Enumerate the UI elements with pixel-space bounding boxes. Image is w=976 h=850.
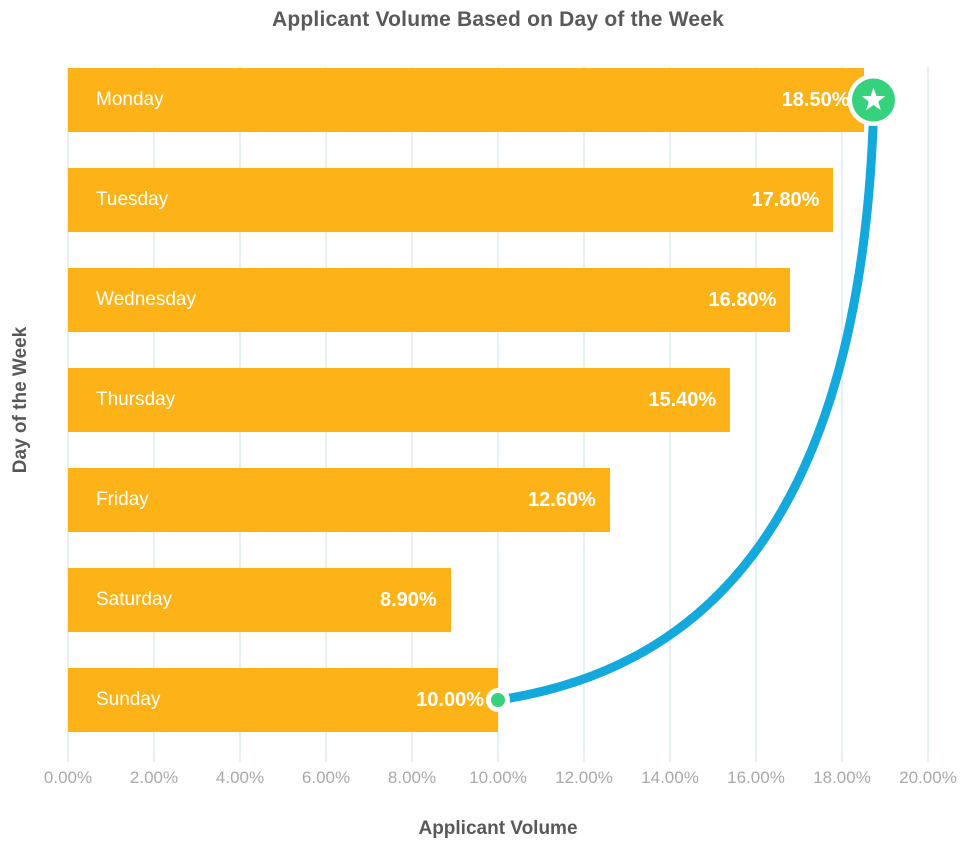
x-tick-label: 18.00% xyxy=(813,768,871,787)
gridline xyxy=(927,67,929,762)
bar-row: Thursday 15.40% xyxy=(68,350,928,450)
bar-monday: Monday 18.50% xyxy=(68,68,864,132)
bar-tuesday: Tuesday 17.80% xyxy=(68,168,834,232)
x-tick-label: 4.00% xyxy=(215,768,265,787)
value-label: 18.50% xyxy=(781,89,850,111)
category-label: Sunday xyxy=(96,689,161,710)
x-tick-label: 20.00% xyxy=(899,768,957,787)
value-label: 8.90% xyxy=(379,589,437,611)
y-axis-title: Day of the Week xyxy=(4,50,38,750)
x-tick-label: 6.00% xyxy=(301,768,351,787)
bar-sunday: Sunday 10.00% xyxy=(68,668,498,732)
category-label: Friday xyxy=(96,489,149,510)
plot-area: Monday 18.50% Tuesday 17.80% Wednesday 16.80%… xyxy=(67,50,929,762)
bar-row: Tuesday 17.80% xyxy=(68,150,928,250)
value-label: 17.80% xyxy=(751,189,820,211)
chart-title: Applicant Volume Based on Day of the Wee… xyxy=(271,8,724,31)
bar-row: Monday 18.50% xyxy=(68,50,928,150)
category-label: Monday xyxy=(96,89,164,110)
bar-row: Sunday 10.00% xyxy=(68,650,928,750)
bar-row: Saturday 8.90% xyxy=(68,550,928,650)
y-axis-title-text: Day of the Week xyxy=(10,326,32,474)
x-tick-label: 14.00% xyxy=(641,768,699,787)
category-label: Wednesday xyxy=(96,289,196,310)
value-label: 15.40% xyxy=(648,389,717,411)
x-tick-label: 0.00% xyxy=(43,768,93,787)
x-tick-label: 12.00% xyxy=(555,768,613,787)
category-label: Thursday xyxy=(96,389,176,410)
bar-rows: Monday 18.50% Tuesday 17.80% Wednesday 16.80%… xyxy=(68,50,928,750)
bar-row: Wednesday 16.80% xyxy=(68,250,928,350)
bar-friday: Friday 12.60% xyxy=(68,468,610,532)
value-label: 10.00% xyxy=(416,689,484,711)
x-tick-label: 10.00% xyxy=(469,768,527,787)
x-tick-label: 8.00% xyxy=(387,768,437,787)
category-label: Tuesday xyxy=(96,189,169,210)
bar-wednesday: Wednesday 16.80% xyxy=(68,268,791,332)
bar-thursday: Thursday 15.40% xyxy=(68,368,731,432)
value-label: 16.80% xyxy=(708,289,777,311)
x-tick-label: 16.00% xyxy=(727,768,785,787)
bar-saturday: Saturday 8.90% xyxy=(68,568,451,632)
x-tick-label: 2.00% xyxy=(129,768,179,787)
bar-row: Friday 12.60% xyxy=(68,450,928,550)
x-axis-ticks: 0.00% 2.00% 4.00% 6.00% 8.00% 10.00% 12.00% 14.… xyxy=(44,768,957,790)
value-label: 12.60% xyxy=(527,489,596,511)
category-label: Saturday xyxy=(96,589,173,610)
x-axis-title: Applicant Volume xyxy=(418,818,578,839)
